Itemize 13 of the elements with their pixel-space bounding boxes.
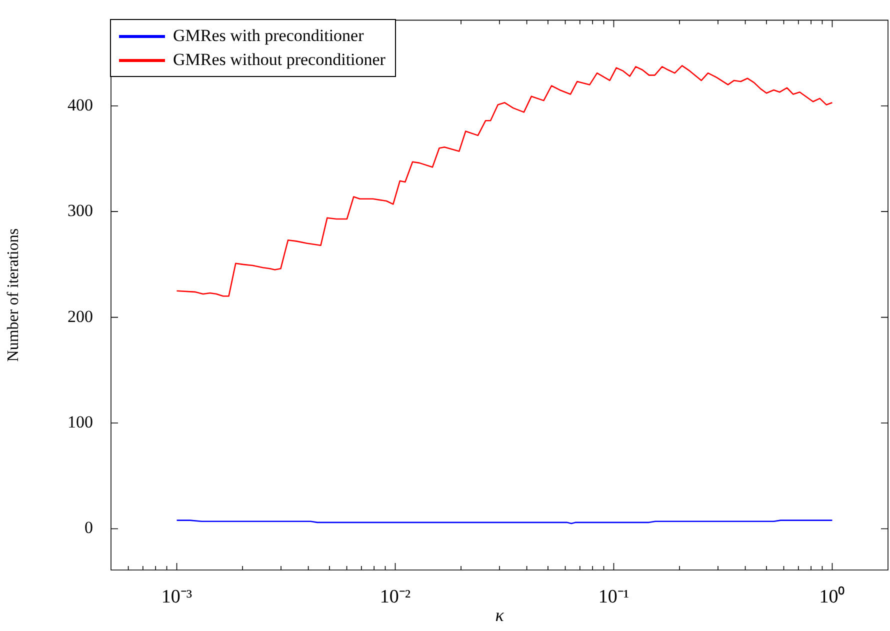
legend-label: GMRes without preconditioner <box>173 50 386 70</box>
x-tick-label: 10⁻¹ <box>598 586 630 608</box>
x-tick-label: 10⁰ <box>819 585 846 608</box>
y-tick-label: 200 <box>68 306 93 326</box>
y-tick-label: 100 <box>68 412 93 432</box>
y-tick-label: 400 <box>68 95 93 114</box>
y-tick-label: 300 <box>68 201 93 220</box>
x-tick-label: 10⁻² <box>380 586 411 608</box>
legend-label: GMRes with preconditioner <box>173 26 364 46</box>
y-tick-label: 0 <box>84 518 93 538</box>
x-tick-label: 10⁻³ <box>161 586 192 608</box>
x-axis-title: κ <box>495 604 504 625</box>
y-axis-title: Number of iterations <box>4 228 22 362</box>
